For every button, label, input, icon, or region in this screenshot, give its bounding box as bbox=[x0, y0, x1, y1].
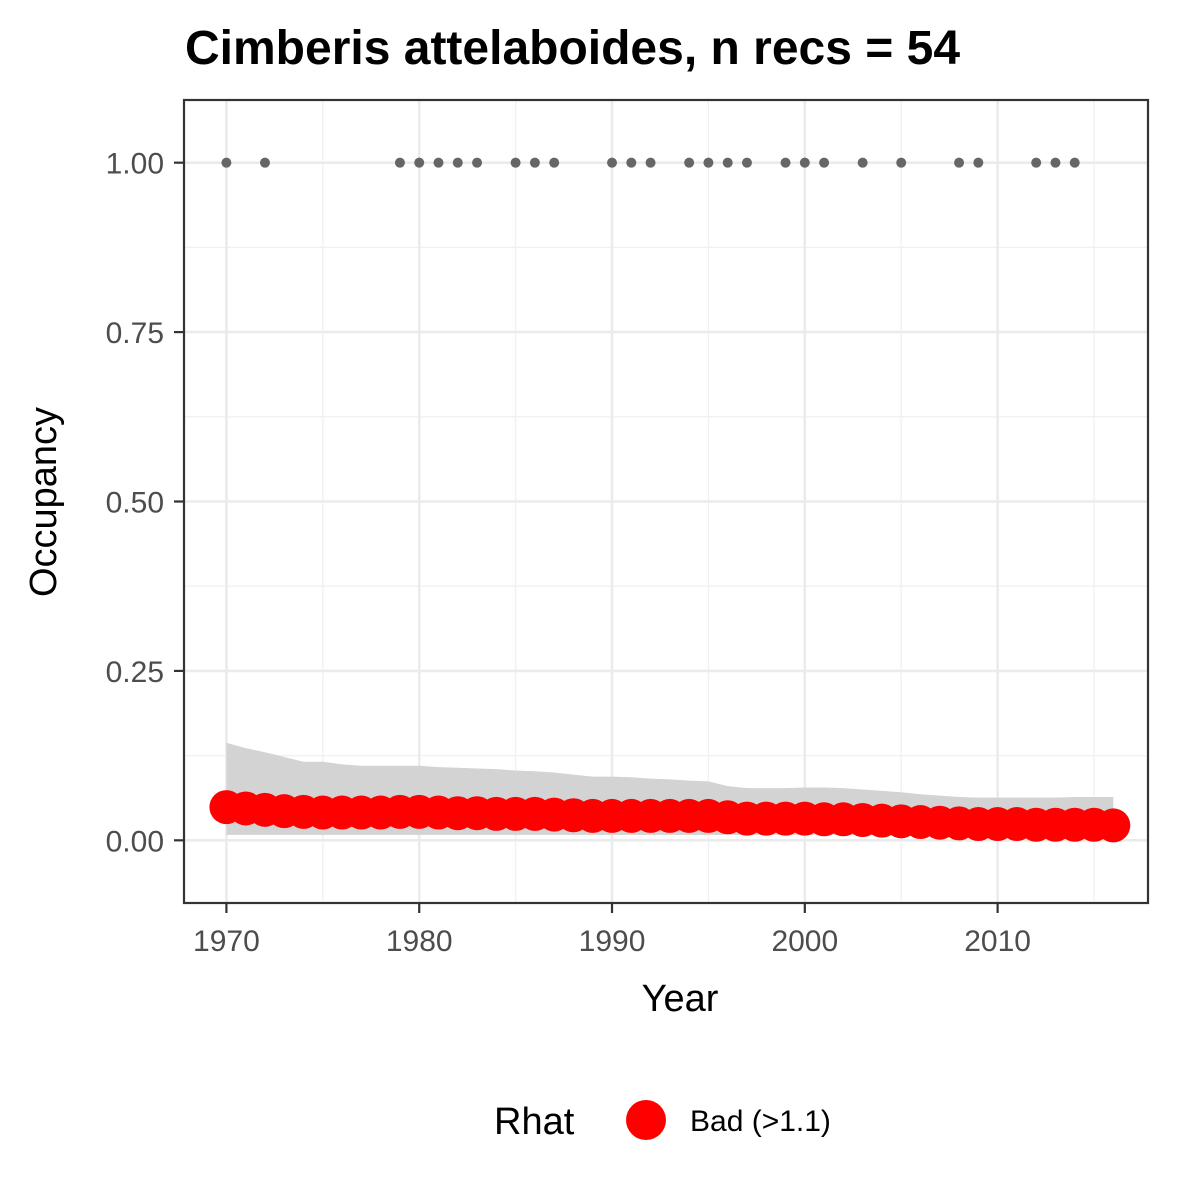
y-axis-title: Occupancy bbox=[23, 407, 65, 597]
record-points bbox=[221, 157, 1080, 168]
y-axis: 0.00 0.25 0.50 0.75 1.00 bbox=[106, 148, 184, 858]
record-point bbox=[510, 157, 521, 168]
record-point bbox=[722, 157, 733, 168]
plot-area bbox=[182, 98, 1150, 905]
legend: Rhat Bad (>1.1) bbox=[494, 1100, 831, 1143]
x-axis: 1970 1980 1990 2000 2010 bbox=[193, 903, 1031, 958]
x-tick-label: 1970 bbox=[193, 925, 260, 958]
record-point bbox=[857, 157, 868, 168]
record-point bbox=[221, 157, 232, 168]
record-point bbox=[1050, 157, 1061, 168]
y-tick-label: 0.50 bbox=[106, 487, 164, 520]
record-point bbox=[433, 157, 444, 168]
legend-title: Rhat bbox=[494, 1101, 575, 1143]
y-tick-label: 0.25 bbox=[106, 656, 164, 689]
record-point bbox=[741, 157, 752, 168]
record-point bbox=[626, 157, 637, 168]
record-point bbox=[954, 157, 965, 168]
legend-label-bad-rhat: Bad (>1.1) bbox=[690, 1105, 831, 1138]
record-point bbox=[645, 157, 656, 168]
record-point bbox=[1069, 157, 1080, 168]
record-point bbox=[780, 157, 791, 168]
x-tick-label: 2000 bbox=[771, 925, 838, 958]
legend-key-bad-rhat bbox=[626, 1100, 666, 1140]
record-point bbox=[703, 157, 714, 168]
y-tick-label: 1.00 bbox=[106, 148, 164, 181]
occupancy-point bbox=[1096, 808, 1131, 843]
x-tick-label: 2010 bbox=[964, 925, 1031, 958]
major-gridlines bbox=[184, 100, 1148, 903]
record-point bbox=[529, 157, 540, 168]
record-point bbox=[1031, 157, 1042, 168]
x-tick-label: 1990 bbox=[579, 925, 646, 958]
x-tick-label: 1980 bbox=[386, 925, 453, 958]
record-point bbox=[259, 157, 270, 168]
occupancy-points bbox=[209, 790, 1131, 843]
record-point bbox=[799, 157, 810, 168]
minor-gridlines bbox=[184, 100, 1148, 903]
record-point bbox=[819, 157, 830, 168]
record-point bbox=[414, 157, 425, 168]
record-point bbox=[607, 157, 618, 168]
y-tick-label: 0.00 bbox=[106, 825, 164, 858]
x-axis-title: Year bbox=[642, 978, 719, 1020]
record-point bbox=[452, 157, 463, 168]
y-tick-label: 0.75 bbox=[106, 317, 164, 350]
record-point bbox=[684, 157, 695, 168]
record-point bbox=[973, 157, 984, 168]
record-point bbox=[896, 157, 907, 168]
record-point bbox=[394, 157, 405, 168]
record-point bbox=[472, 157, 483, 168]
record-point bbox=[549, 157, 560, 168]
chart-title: Cimberis attelaboides, n recs = 54 bbox=[185, 22, 960, 75]
